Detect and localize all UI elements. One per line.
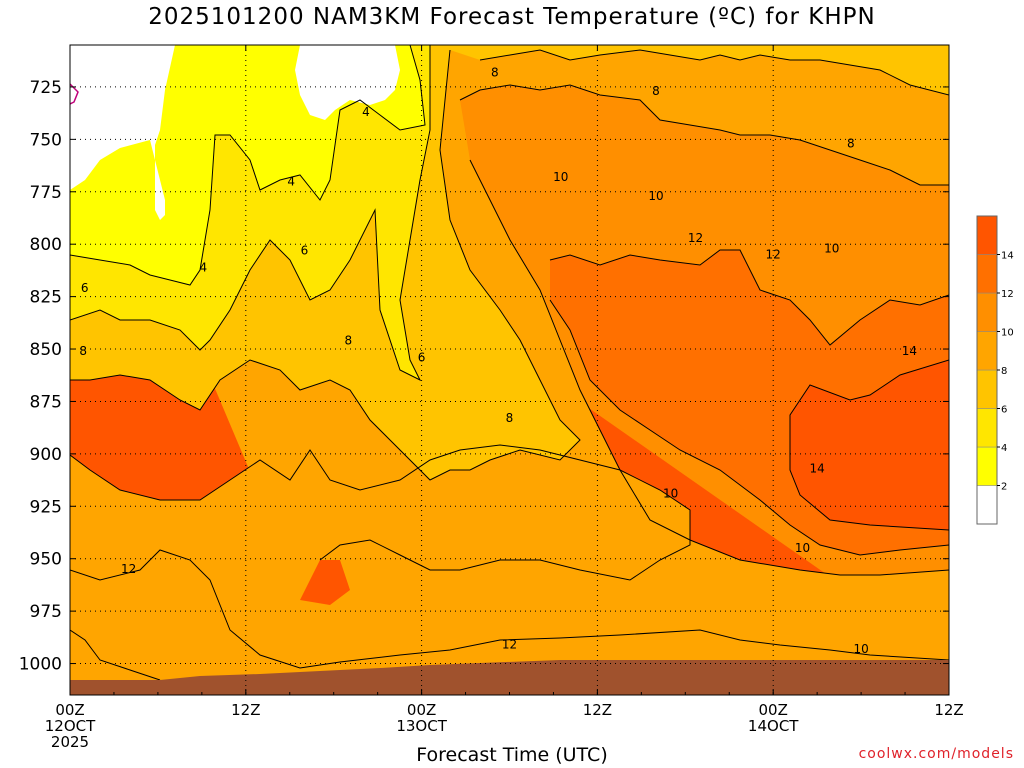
contour-label: 10	[553, 170, 568, 184]
source-credit: coolwx.com/models	[858, 746, 1014, 762]
colorbar-swatch	[976, 485, 998, 525]
contour-label: 8	[652, 84, 660, 98]
chart-title: 2025101200 NAM3KM Forecast Temperature (…	[148, 4, 876, 30]
colorbar: 2 4 6 8 10 12 14	[976, 215, 1014, 525]
contour-label: 10	[648, 189, 663, 203]
contour-label: 12	[688, 231, 703, 245]
x-tick-label: 00Z	[759, 701, 788, 719]
y-tick-label: 950	[30, 550, 62, 570]
colorbar-label: 4	[1001, 443, 1007, 454]
contour-label: 6	[81, 281, 89, 295]
y-tick-label: 925	[30, 497, 62, 517]
colorbar-swatch	[976, 215, 998, 255]
y-ticks: 725 750 775 800 825 850 875 900 925 950 975 1000	[19, 78, 949, 675]
colorbar-label: 12	[1001, 289, 1014, 300]
contour-12c	[70, 549, 949, 669]
colorbar-label: 10	[1001, 328, 1014, 339]
contour-10c	[469, 159, 949, 576]
colorbar-label: 2	[1001, 482, 1007, 493]
contour-8b	[479, 49, 949, 96]
x-tick-label: 00Z	[55, 701, 84, 719]
contour-label: 6	[301, 243, 309, 257]
contour-label: 12	[121, 562, 136, 576]
contour-label: 10	[663, 487, 678, 501]
contour-label: 8	[491, 65, 499, 79]
grid-layer	[70, 45, 949, 695]
y-tick-label: 725	[30, 78, 62, 98]
contour-12b	[549, 299, 949, 556]
contour-label: 14	[902, 344, 917, 358]
x-tick-label: 14OCT	[748, 717, 799, 735]
x-tick-label: 00Z	[407, 701, 436, 719]
x-tick-label: 13OCT	[396, 717, 447, 735]
x-axis-label: Forecast Time (UTC)	[416, 744, 608, 766]
contour-label: 12	[502, 638, 517, 652]
contour-10b	[70, 444, 691, 581]
contour-14b	[789, 359, 949, 531]
contour-10a	[459, 84, 949, 186]
contour-label: 8	[847, 137, 855, 151]
contour-14a	[70, 629, 161, 681]
y-tick-label: 1000	[19, 655, 62, 675]
colorbar-swatch	[976, 446, 998, 486]
contour-labels: 8 8 8 4 4 4 6 6 6 8 8 8 10 10 10 10 10 10 12 12 12 12 14 14	[79, 65, 917, 656]
contour-label: 6	[418, 350, 426, 364]
contour-8a	[70, 49, 581, 481]
y-tick-label: 975	[30, 602, 62, 622]
contour-4	[70, 45, 426, 286]
contour-label: 8	[79, 344, 87, 358]
x-tick-label: 12Z	[934, 701, 963, 719]
y-tick-label: 775	[30, 183, 62, 203]
x-tick-label: 12Z	[231, 701, 260, 719]
y-tick-label: 750	[30, 130, 62, 150]
band-10-12	[70, 45, 949, 695]
ground	[70, 660, 949, 695]
colorbar-label: 6	[1001, 405, 1007, 416]
contour-0	[70, 83, 79, 105]
y-tick-label: 900	[30, 445, 62, 465]
y-tick-label: 800	[30, 235, 62, 255]
contour-12a	[549, 249, 949, 346]
colorbar-swatch	[976, 331, 998, 371]
contour-label: 8	[345, 334, 353, 348]
x-tick-label: 2025	[51, 733, 89, 751]
contour-label: 4	[287, 174, 295, 188]
y-tick-label: 875	[30, 392, 62, 412]
colorbar-swatch	[976, 408, 998, 448]
colorbar-label: 8	[1001, 366, 1007, 377]
band-lt2	[70, 45, 400, 220]
colorbar-swatch	[976, 369, 998, 409]
x-tick-label: 12Z	[583, 701, 612, 719]
contour-label: 4	[199, 260, 207, 274]
y-tick-label: 850	[30, 340, 62, 360]
contour-label: 10	[853, 642, 868, 656]
x-tick-label: 12OCT	[45, 717, 96, 735]
contour-label: 10	[795, 541, 810, 555]
colorbar-swatch	[976, 292, 998, 332]
colorbar-swatch	[976, 254, 998, 294]
contour-label: 12	[766, 248, 781, 262]
colorbar-label: 14	[1001, 251, 1014, 262]
contour-6	[70, 45, 431, 382]
y-tick-label: 825	[30, 288, 62, 308]
contour-label: 8	[506, 411, 514, 425]
contour-label: 10	[824, 241, 839, 255]
contour-label: 14	[810, 462, 825, 476]
contour-label: 4	[362, 105, 370, 119]
